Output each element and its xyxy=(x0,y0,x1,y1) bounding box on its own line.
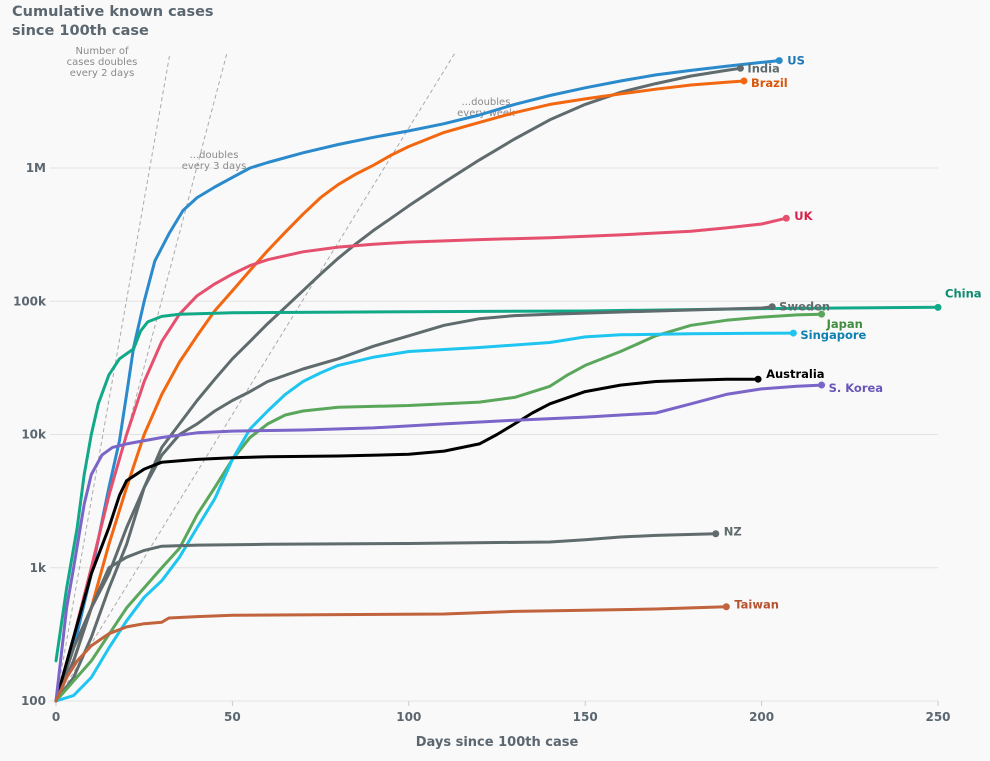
series-line-japan xyxy=(54,312,824,703)
chart-title-line-2: since 100th case xyxy=(12,23,149,39)
series-label-taiwan: Taiwan xyxy=(734,598,779,612)
doubles-every-2-days-annotation: Number of cases doubles every 2 days xyxy=(67,46,138,79)
series-endpoint-uk xyxy=(782,214,790,222)
series-lines xyxy=(54,57,942,703)
y-tick-label: 10k xyxy=(21,428,47,442)
series-label-australia: Australia xyxy=(766,367,825,381)
y-tick-label: 1k xyxy=(30,561,47,575)
x-tick-label: 50 xyxy=(224,710,241,724)
x-tick-label: 150 xyxy=(573,710,598,724)
doubles-every-2-days-line xyxy=(55,52,171,702)
x-tick-label: 250 xyxy=(925,710,950,724)
doubles-every-week-line xyxy=(55,52,456,702)
series-endpoint-japan xyxy=(818,310,826,318)
series-label-nz: NZ xyxy=(724,525,742,539)
x-tick-label: 100 xyxy=(396,710,421,724)
series-endpoint-taiwan xyxy=(722,603,730,611)
y-tick-label: 1M xyxy=(26,161,46,175)
series-label-japan: Japan xyxy=(826,317,863,331)
series-line-singapore xyxy=(54,331,795,703)
series-endpoint-india xyxy=(736,64,744,72)
x-tick-label: 200 xyxy=(749,710,774,724)
series-label-us: US xyxy=(787,54,805,68)
y-tick-label: 100 xyxy=(21,694,46,708)
series-endpoint-singapore xyxy=(789,329,797,337)
series-label-india: India xyxy=(747,61,779,75)
series-endpoint-sweden xyxy=(768,303,776,311)
series-endpoint-s-korea xyxy=(818,381,826,389)
y-tick-label: 100k xyxy=(13,294,47,308)
series-line-uk xyxy=(54,216,788,703)
series-label-china: China xyxy=(945,286,982,300)
series-line-australia xyxy=(54,377,760,703)
x-axis-label: Days since 100th case xyxy=(416,735,579,750)
series-endpoint-brazil xyxy=(740,77,748,85)
chart-title: Cumulative known cases since 100th case xyxy=(12,4,214,39)
series-line-china xyxy=(54,305,940,663)
series-line-taiwan xyxy=(54,605,728,703)
series-endpoint-australia xyxy=(754,375,762,383)
series-line-nz xyxy=(54,532,718,703)
series-line-sweden xyxy=(54,305,774,703)
x-axis: 0 50 100 150 200 250 xyxy=(52,701,951,724)
doubling-reference-lines: Number of cases doubles every 2 days ...dou… xyxy=(55,46,515,702)
series-label-singapore: Singapore xyxy=(800,328,866,342)
series-endpoint-china xyxy=(934,303,942,311)
y-axis: 100 1k 10k 100k 1M xyxy=(13,161,47,708)
series-label-sweden: Sweden xyxy=(779,300,830,314)
series-line-brazil xyxy=(54,79,746,703)
series-line-us xyxy=(54,59,781,703)
series-line-s-korea xyxy=(54,383,824,703)
series-label-s-korea: S. Korea xyxy=(829,381,884,395)
doubles-every-3-days-annotation: ...doubles every 3 days xyxy=(182,150,247,172)
series-label-uk: UK xyxy=(794,209,813,223)
chart-title-line-1: Cumulative known cases xyxy=(12,4,214,20)
series-label-brazil: Brazil xyxy=(751,76,788,90)
series-endpoint-nz xyxy=(712,530,720,538)
x-tick-label: 0 xyxy=(52,710,60,724)
series-endpoint-us xyxy=(775,57,783,65)
